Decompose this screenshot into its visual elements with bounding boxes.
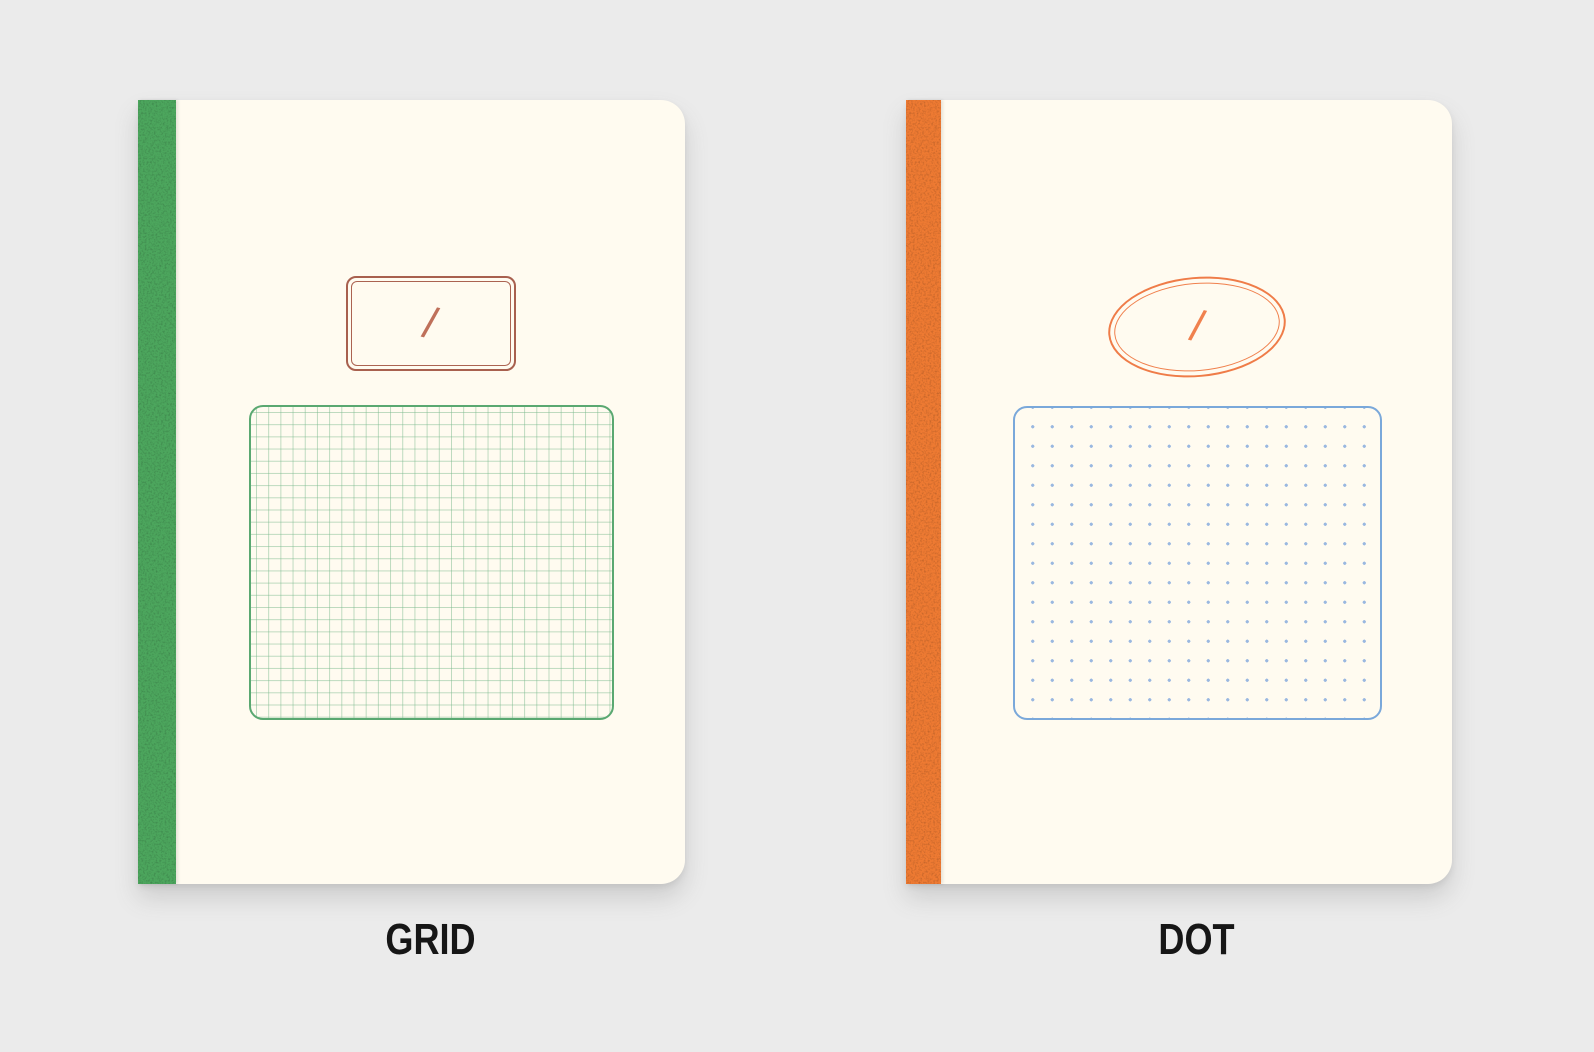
title-badge-oval: / — [1103, 269, 1290, 385]
cover-content: / — [941, 100, 1452, 884]
notebook-option-grid[interactable]: / — [138, 100, 685, 884]
title-badge-rectangle: / — [345, 276, 516, 371]
notebook-spine-green — [138, 100, 176, 884]
product-label-dot: DOT — [1158, 915, 1235, 964]
product-label-grid: GRID — [385, 915, 476, 964]
slash-mark: / — [418, 297, 443, 349]
grid-pattern-swatch — [248, 405, 614, 720]
slash-mark: / — [1185, 301, 1209, 352]
cover-content: / — [176, 100, 685, 884]
dot-pattern-swatch — [1012, 406, 1382, 720]
notebook-option-dot[interactable]: / — [906, 100, 1452, 884]
spine-fabric-texture — [906, 100, 941, 884]
spine-fabric-texture — [138, 100, 176, 884]
notebook-spine-orange — [906, 100, 941, 884]
